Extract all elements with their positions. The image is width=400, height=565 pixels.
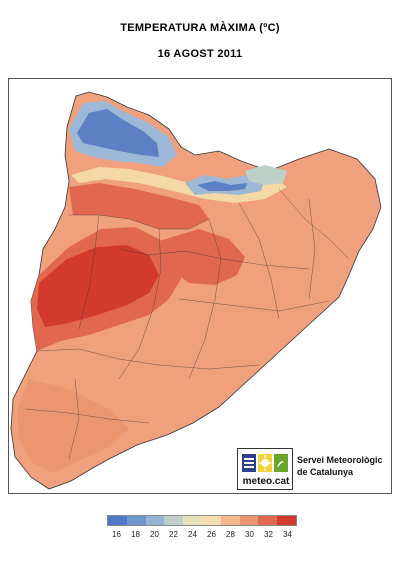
legend-swatch bbox=[239, 516, 259, 525]
legend-swatch bbox=[220, 516, 240, 525]
hottest-zone bbox=[37, 245, 159, 327]
mild-east-patch bbox=[245, 165, 287, 185]
legend-tick-label: 26 bbox=[207, 530, 216, 539]
pyrenees-east-cold-core bbox=[197, 181, 247, 191]
legend-tick-label: 22 bbox=[169, 530, 178, 539]
sun-icon bbox=[258, 454, 272, 472]
legend-tick-label: 18 bbox=[131, 530, 140, 539]
legend-swatch bbox=[201, 516, 221, 525]
legend-swatch bbox=[258, 516, 278, 525]
legend-swatch bbox=[277, 516, 296, 525]
wave-icon bbox=[274, 454, 288, 472]
warm-zone-north bbox=[69, 183, 209, 229]
legend-tick-label: 16 bbox=[112, 530, 121, 539]
legend-tick-label: 34 bbox=[283, 530, 292, 539]
legend-tick-label: 32 bbox=[264, 530, 273, 539]
service-name-line1: Servei Meteorològic bbox=[297, 455, 383, 465]
map-frame: meteo.cat Servei Meteorològic de Catalun… bbox=[8, 78, 392, 494]
map-date: 16 AGOST 2011 bbox=[157, 48, 243, 60]
legend-swatch bbox=[164, 516, 184, 525]
logo-name: meteo.cat bbox=[242, 476, 290, 487]
temperature-map bbox=[10, 91, 382, 490]
hot-zone-central bbox=[159, 229, 245, 285]
legend-ticks: 16 18 20 22 24 26 28 30 32 34 bbox=[0, 530, 400, 542]
service-name-line2: de Catalunya bbox=[297, 467, 354, 477]
legend-swatch bbox=[145, 516, 165, 525]
legend-swatch bbox=[108, 516, 127, 525]
cloud-icon bbox=[242, 454, 256, 472]
meteocat-logo: meteo.cat Servei Meteorològic de Catalun… bbox=[237, 448, 387, 490]
comarca-borders bbox=[24, 188, 350, 460]
legend-tick-label: 20 bbox=[150, 530, 159, 539]
legend-tick-label: 28 bbox=[226, 530, 235, 539]
logo-badge: meteo.cat bbox=[237, 448, 293, 490]
legend-tick-label: 24 bbox=[188, 530, 197, 539]
map-title: TEMPERATURA MÀXIMA (ºC) bbox=[120, 22, 280, 34]
pyrenees-cold bbox=[77, 109, 159, 157]
color-legend bbox=[107, 515, 297, 526]
legend-swatch bbox=[126, 516, 146, 525]
legend-tick-label: 30 bbox=[245, 530, 254, 539]
legend-swatch bbox=[183, 516, 202, 525]
coast-zone bbox=[17, 379, 129, 473]
logo-icons bbox=[242, 454, 288, 472]
